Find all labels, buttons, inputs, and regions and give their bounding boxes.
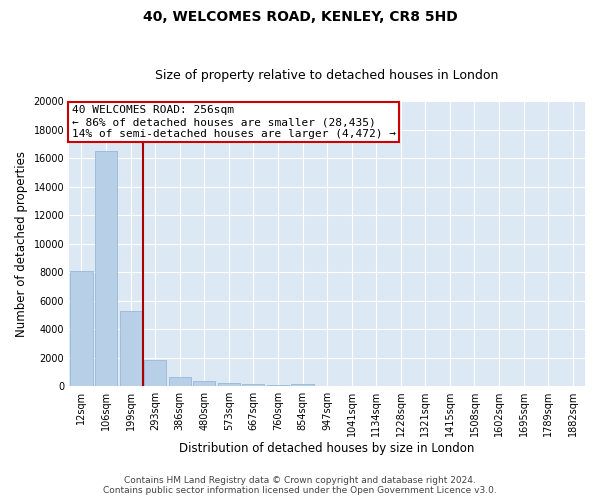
Bar (169, 378, 191, 386)
Bar (193, 381, 215, 386)
Title: Size of property relative to detached houses in London: Size of property relative to detached ho… (155, 69, 499, 82)
Bar (144, 360, 166, 386)
Bar (119, 310, 142, 386)
X-axis label: Distribution of detached houses by size in London: Distribution of detached houses by size … (179, 442, 475, 455)
Text: 40 WELCOMES ROAD: 256sqm
← 86% of detached houses are smaller (28,435)
14% of se: 40 WELCOMES ROAD: 256sqm ← 86% of detach… (72, 106, 396, 138)
Bar (267, 384, 289, 386)
Text: 40, WELCOMES ROAD, KENLEY, CR8 5HD: 40, WELCOMES ROAD, KENLEY, CR8 5HD (143, 10, 457, 24)
Bar (242, 384, 265, 386)
Text: Contains HM Land Registry data © Crown copyright and database right 2024.
Contai: Contains HM Land Registry data © Crown c… (103, 476, 497, 495)
Bar (292, 384, 314, 386)
Bar (95, 151, 117, 386)
Y-axis label: Number of detached properties: Number of detached properties (15, 150, 28, 336)
Bar (70, 272, 92, 386)
Bar (218, 384, 240, 386)
